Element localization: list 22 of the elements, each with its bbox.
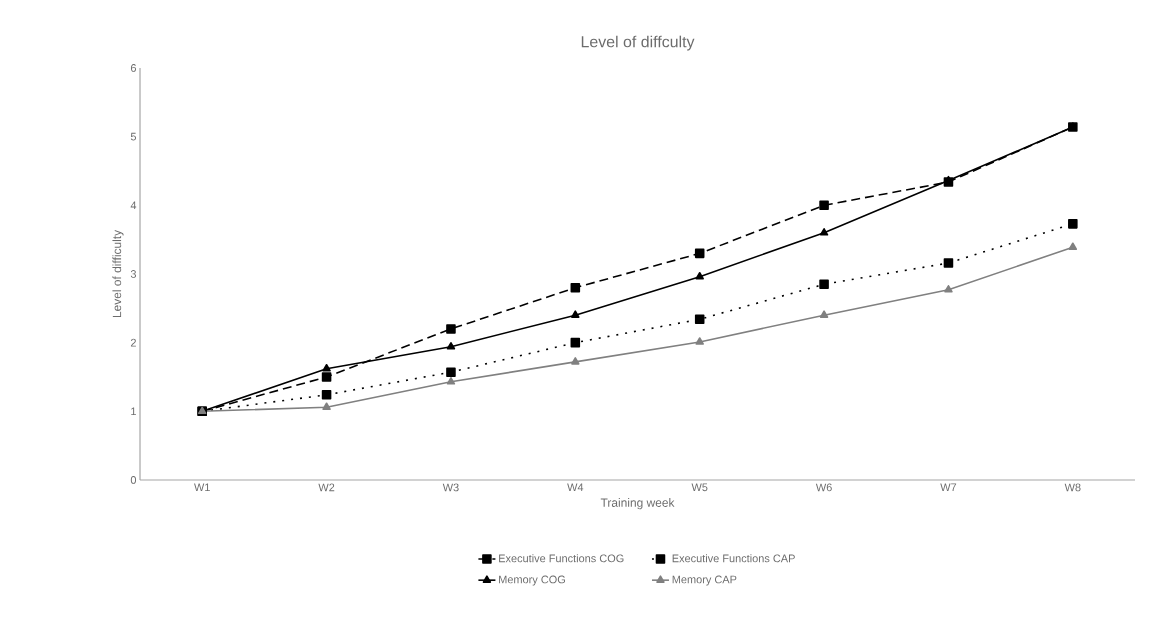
y-tick-label: 3	[130, 270, 136, 278]
legend-label: Executive Functions COG	[499, 554, 624, 563]
y-tick-label: 6	[130, 64, 136, 72]
x-tick-label: W2	[318, 483, 335, 492]
x-tick-label: W5	[691, 483, 708, 492]
x-tick-label: W3	[442, 483, 459, 492]
legend-label: Memory COG	[499, 575, 565, 586]
y-tick-label: 2	[130, 338, 136, 347]
legend-label: Memory CAP	[672, 575, 737, 586]
x-tick-label: W1	[194, 483, 210, 492]
y-tick-label: 0	[130, 476, 137, 484]
y-tick-label: 5	[130, 132, 137, 141]
chart-title: Level of diffculty	[581, 35, 695, 51]
y-tick-label: 4	[130, 201, 137, 210]
legend-label: Executive Functions CAP	[672, 554, 795, 563]
x-tick-label: W7	[940, 483, 957, 492]
x-axis-title: Training week	[600, 498, 675, 510]
y-axis-title: Level of difficulty	[112, 229, 124, 318]
x-tick-label: W6	[815, 483, 832, 492]
y-tick-label: 1	[131, 407, 136, 416]
x-tick-label: W4	[567, 483, 584, 492]
x-tick-label: W8	[1064, 483, 1081, 492]
